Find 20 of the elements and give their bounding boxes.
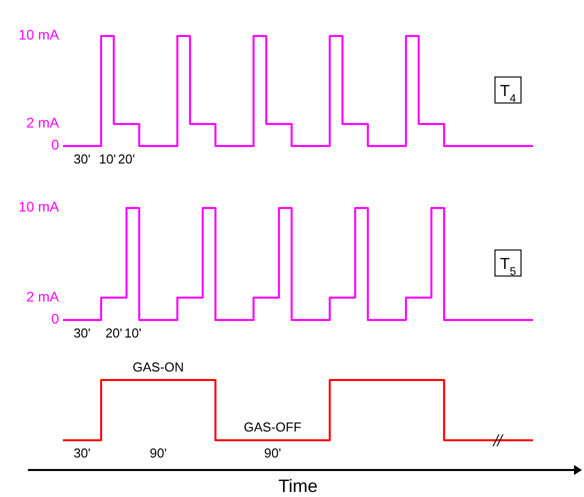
text: 20' xyxy=(105,325,122,340)
x-axis-title: Time xyxy=(278,476,318,496)
text: 10' xyxy=(124,325,142,340)
text: T$_{4}$ xyxy=(500,83,516,105)
text: 30' xyxy=(74,151,91,166)
text: 30' xyxy=(74,325,91,340)
y-tick-label: 2 mA xyxy=(26,114,60,131)
y-tick-label: 10 mA xyxy=(18,198,60,215)
annotation: 90' xyxy=(150,446,167,461)
y-tick-label: 0 xyxy=(51,310,60,327)
text: GAS-ON xyxy=(132,359,184,374)
text: 10' xyxy=(98,151,116,166)
y-tick-label: 2 mA xyxy=(26,288,60,304)
text: 20' xyxy=(118,151,135,166)
y-tick-label: 10 mA xyxy=(18,26,60,43)
text: T$_{5}$ xyxy=(500,256,516,278)
y-tick-label: 0 xyxy=(51,136,60,153)
annotation: 30' xyxy=(74,446,91,461)
annotation: GAS-OFF xyxy=(244,420,302,435)
annotation: 90' xyxy=(264,446,282,461)
